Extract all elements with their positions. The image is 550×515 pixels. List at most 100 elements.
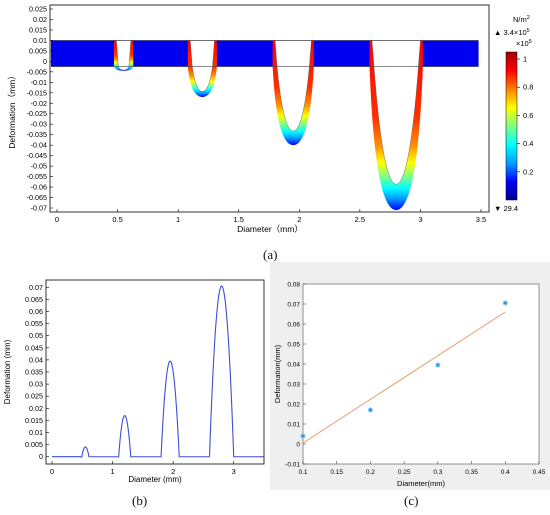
colorbar-max-label: ▲ 3.4×105 xyxy=(494,28,530,37)
data-point-3 xyxy=(435,362,441,368)
hole-2-void xyxy=(190,40,215,92)
plot-area-a xyxy=(49,4,490,213)
x-tick-label-a: 1.5 xyxy=(233,215,243,224)
colorbar-min-label: ▼ 29.4 xyxy=(494,204,518,213)
x-tick-label-a: 2 xyxy=(297,215,301,224)
y-tick-label-a: -0.05 xyxy=(31,162,47,171)
y-tick-label-b: 0.03 xyxy=(29,380,43,389)
caption-b: (b) xyxy=(132,493,148,508)
x-tick-label-a: 2.5 xyxy=(355,215,365,224)
x-tick-label-b: 0 xyxy=(50,467,54,476)
y-tick-label-a: 0.02 xyxy=(33,15,47,24)
y-tick-label-a: 0.01 xyxy=(33,36,47,45)
data-point-1 xyxy=(300,433,306,439)
y-tick-label-b: 0.06 xyxy=(29,307,43,316)
colorbar-unit: N/m2 xyxy=(513,15,530,24)
y-tick-label-a: 0.025 xyxy=(29,5,47,14)
x-tick-label-a: 0 xyxy=(55,215,59,224)
y-tick-label-a: 0.005 xyxy=(29,46,47,55)
hole-3-void xyxy=(274,40,312,132)
y-axis-label-c: Deformation(mm) xyxy=(273,344,282,403)
y-tick-label-b: 0.005 xyxy=(25,440,43,449)
hole-1-void xyxy=(116,40,132,71)
y-tick-label-b: 0.02 xyxy=(29,404,43,413)
y-tick-label-b: 0.05 xyxy=(29,331,43,340)
x-tick-label-a: 3 xyxy=(418,215,422,224)
x-tick-label-c: 0.4 xyxy=(501,469,510,476)
y-tick-label-a: -0.04 xyxy=(31,141,47,150)
y-tick-label-c: 0.06 xyxy=(287,322,300,329)
y-tick-label-a: 0 xyxy=(43,57,47,66)
y-tick-label-c: 0.07 xyxy=(287,302,300,309)
x-tick-label-c: 0.25 xyxy=(398,469,411,476)
x-tick-label-c: 0.15 xyxy=(330,469,343,476)
colorbar-tick-label: 0.8 xyxy=(523,83,533,92)
hole-4-void xyxy=(371,40,421,185)
y-tick-label-a: -0.035 xyxy=(27,130,47,139)
colorbar-tick-label: 0.4 xyxy=(523,139,533,148)
caption-a: (a) xyxy=(263,247,278,262)
y-tick-label-b: 0.035 xyxy=(25,368,43,377)
y-tick-label-a: -0.01 xyxy=(31,78,47,87)
linear-fit-line xyxy=(302,311,506,444)
x-tick-label-c: 0.45 xyxy=(533,469,546,476)
chart-c: 0.08 0.07 0.06 0.05 0.04 0.03 0.02 0.01 0 -0.01 0… xyxy=(270,262,550,490)
colorbar-tick-label: 0.2 xyxy=(523,167,533,176)
y-tick-label-a: -0.065 xyxy=(27,193,47,202)
y-tick-label-c: 0.05 xyxy=(287,342,300,349)
y-tick-label-b: 0.04 xyxy=(29,355,43,364)
y-tick-label-a: -0.045 xyxy=(27,151,47,160)
y-tick-label-a: -0.02 xyxy=(31,99,47,108)
y-tick-label-a: -0.015 xyxy=(27,88,47,97)
y-tick-label-a: -0.06 xyxy=(31,183,47,192)
x-axis-label-b: Diameter (mm) xyxy=(128,475,182,484)
x-tick-label-b: 1 xyxy=(111,467,115,476)
x-axis-label-c: Diameter(mm) xyxy=(397,479,445,488)
plot-area-c xyxy=(302,283,540,465)
x-tick-label-b: 2 xyxy=(171,467,175,476)
x-tick-label-c: 0.3 xyxy=(433,469,442,476)
y-tick-label-a: -0.07 xyxy=(31,204,47,213)
y-axis-label-a: Deformation（mm） xyxy=(7,71,17,148)
y-tick-label-c: -0.01 xyxy=(285,462,300,469)
chart-a: 0.0250.020.0150.010.0050-0.005-0.01-0.01… xyxy=(7,4,533,235)
y-tick-label-b: 0.025 xyxy=(25,392,43,401)
colorbar-tick-label: 0.6 xyxy=(523,111,533,120)
y-tick-label-a: -0.005 xyxy=(27,67,47,76)
y-axis-label-b: Deformation (mm) xyxy=(3,339,12,404)
y-tick-label-a: -0.025 xyxy=(27,109,47,118)
y-tick-label-a: 0.015 xyxy=(29,25,47,34)
y-tick-label-b: 0 xyxy=(39,452,43,461)
data-point-4 xyxy=(502,300,508,306)
x-axis-label-a: Diameter（mm） xyxy=(237,224,303,234)
caption-c: (c) xyxy=(404,493,419,508)
y-tick-label-b: 0.07 xyxy=(29,283,43,292)
colorbar-tick-label: 1 xyxy=(523,55,527,64)
y-tick-label-b: 0.01 xyxy=(29,428,43,437)
colorbar-scale-label: ×105 xyxy=(516,39,532,48)
x-tick-label-a: 0.5 xyxy=(112,215,122,224)
y-tick-label-c: 0.04 xyxy=(287,362,300,369)
x-tick-label-c: 0.2 xyxy=(366,469,375,476)
plot-area-b xyxy=(45,279,265,465)
y-tick-label-b: 0.055 xyxy=(25,319,43,328)
data-point-2 xyxy=(367,407,373,413)
x-tick-label-a: 1 xyxy=(176,215,180,224)
y-tick-label-c: 0.01 xyxy=(287,422,300,429)
y-tick-label-b: 0.065 xyxy=(25,295,43,304)
y-tick-label-c: 0.02 xyxy=(287,402,300,409)
y-tick-label-b: 0.015 xyxy=(25,416,43,425)
x-tick-label-c: 0.35 xyxy=(465,469,478,476)
x-tick-label-a: 3.5 xyxy=(476,215,486,224)
colorbar xyxy=(505,51,518,201)
y-tick-label-c: 0.08 xyxy=(287,282,300,289)
y-tick-label-a: -0.055 xyxy=(27,172,47,181)
x-tick-label-b: 3 xyxy=(232,467,236,476)
deformation-profile-line xyxy=(52,285,265,459)
y-tick-label-c: 0 xyxy=(296,442,300,449)
y-tick-label-b: 0.045 xyxy=(25,343,43,352)
chart-b: 0.07 0.065 0.06 0.055 0.05 0.045 0.04 0.035 0.03… xyxy=(3,279,265,484)
y-tick-label-c: 0.03 xyxy=(287,382,300,389)
y-tick-label-a: -0.03 xyxy=(31,120,47,129)
x-tick-label-c: 0.1 xyxy=(298,469,307,476)
